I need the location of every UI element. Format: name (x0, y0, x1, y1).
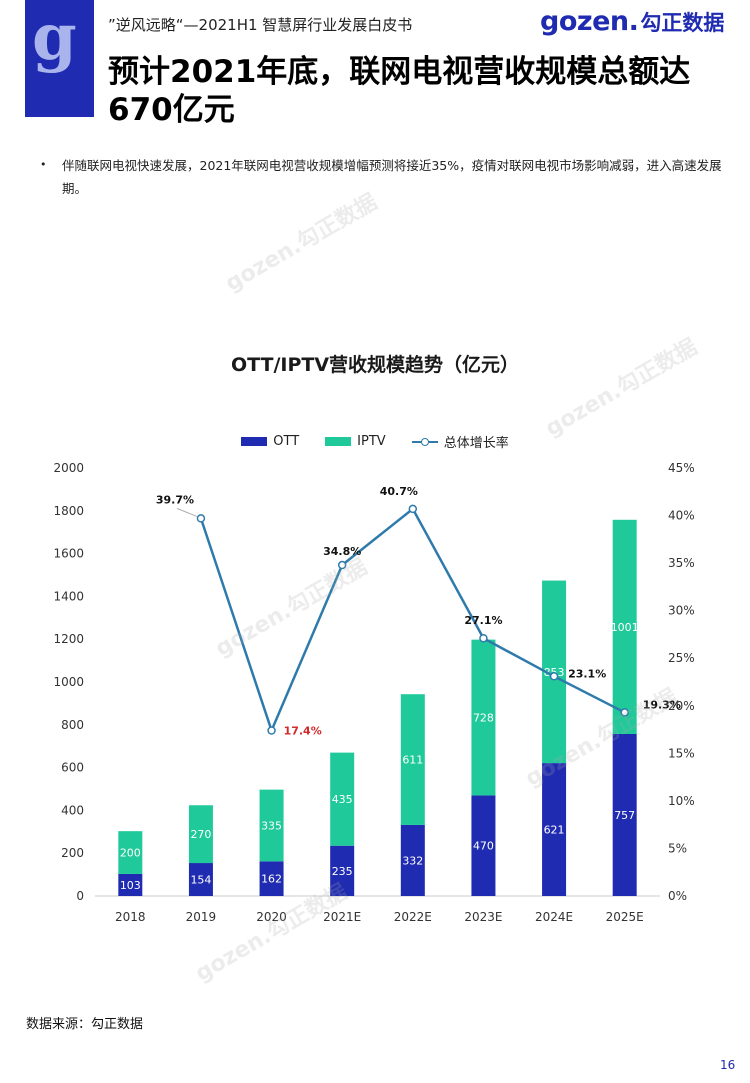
growth-label: 27.1% (464, 614, 502, 627)
bar-iptv (259, 789, 284, 862)
data-source: 数据来源：勾正数据 (26, 1017, 144, 1032)
bar-label-ott: 162 (261, 873, 282, 886)
growth-point (549, 672, 559, 681)
y-tick-label: 2000 (53, 461, 84, 475)
brand-logo-cn: 勾正数据 (640, 11, 725, 35)
y-tick-label: 0 (76, 889, 84, 903)
y-tick-label: 1000 (53, 675, 84, 689)
y2-tick-label: 45% (668, 461, 695, 475)
bar-ott (330, 845, 355, 896)
growth-label: 17.4% (284, 725, 322, 738)
legend-item-iptv: IPTV (325, 432, 386, 451)
bar-ott (542, 763, 567, 896)
bar-ott (188, 863, 213, 896)
brand-letter-icon: g (32, 0, 77, 75)
legend-swatch-iptv (325, 437, 352, 446)
growth-point (337, 560, 347, 570)
x-tick-label: 2022E (394, 910, 432, 924)
growth-point (196, 514, 206, 523)
y2-tick-label: 10% (668, 794, 695, 808)
x-tick-label: 2019 (186, 910, 217, 924)
bar-label-iptv: 1001 (611, 621, 639, 634)
growth-label: 39.7% (156, 493, 194, 506)
bar-label-ott: 103 (120, 879, 141, 892)
bar-ott (612, 734, 637, 896)
x-tick-label: 2023E (464, 910, 502, 924)
bar-label-ott: 621 (544, 824, 565, 837)
growth-label: 19.3% (643, 698, 681, 711)
legend-label-ott: OTT (273, 434, 300, 449)
legend-label-iptv: IPTV (357, 434, 386, 449)
bar-label-ott: 154 (190, 874, 211, 887)
y2-tick-label: 5% (668, 841, 687, 855)
bar-iptv (188, 805, 213, 864)
x-tick-label: 2018 (115, 910, 146, 924)
y-tick-label: 1400 (53, 589, 84, 603)
y2-tick-label: 30% (668, 604, 695, 618)
bar-label-iptv: 728 (473, 712, 494, 725)
x-tick-label: 2020 (256, 910, 287, 924)
bar-label-iptv: 270 (190, 828, 211, 841)
growth-point (408, 504, 418, 514)
y2-tick-label: 0% (668, 889, 687, 903)
report-subtitle: ”逆风远略“—2021H1 智慧屏行业发展白皮书 (108, 16, 413, 34)
bar-iptv (612, 519, 637, 735)
page-title: 预计2021年底，联网电视营收规模总额达670亿元 (108, 54, 691, 128)
x-tick-label: 2021E (323, 910, 361, 924)
growth-label: 40.7% (380, 485, 418, 498)
y2-tick-label: 25% (668, 651, 695, 665)
bar-iptv (330, 752, 355, 846)
y-tick-label: 1600 (53, 547, 84, 561)
bar-label-iptv: 335 (261, 819, 282, 832)
y-tick-label: 600 (61, 761, 84, 775)
growth-point (267, 726, 276, 735)
side-brand-logo: g (25, 0, 94, 117)
legend-swatch-ott (241, 437, 268, 446)
bar-iptv (471, 639, 496, 796)
bar-label-ott: 470 (473, 840, 494, 853)
legend-label-growth: 总体增长率 (443, 436, 509, 451)
y-tick-label: 200 (61, 846, 84, 860)
bar-iptv (400, 694, 425, 825)
bar-ott (471, 795, 496, 896)
y2-tick-label: 35% (668, 556, 695, 570)
growth-label: 23.1% (568, 667, 606, 680)
y2-tick-label: 40% (668, 509, 695, 523)
bar-label-ott: 757 (614, 809, 635, 822)
legend-item-ott: OTT (241, 432, 299, 451)
bar-label-ott: 235 (332, 865, 353, 878)
bar-ott (259, 861, 284, 896)
y-tick-label: 800 (61, 718, 84, 732)
bullet-icon: • (40, 158, 47, 171)
brand-logo: gozen.勾正数据 (540, 6, 724, 37)
bar-label-ott: 332 (402, 854, 423, 867)
bullet-text: 伴随联网电视快速发展，2021年联网电视营收规模增幅预测将接近35%，疫情对联网… (62, 158, 722, 196)
legend-swatch-growth (411, 437, 438, 447)
bar-ott (400, 824, 425, 896)
y-tick-label: 1200 (53, 632, 84, 646)
bar-iptv (118, 831, 143, 874)
brand-logo-en: gozen. (540, 6, 639, 37)
growth-point (479, 633, 488, 643)
page-number: 16 (720, 1058, 736, 1072)
y-tick-label: 400 (61, 803, 84, 817)
bar-label-iptv: 611 (402, 754, 423, 767)
chart-title: OTT/IPTV营收规模趋势（亿元） (230, 354, 520, 376)
legend-item-growth: 总体增长率 (411, 432, 509, 451)
y2-tick-label: 15% (668, 746, 695, 760)
y2-tick-label: 20% (668, 699, 695, 713)
growth-label: 34.8% (323, 545, 361, 558)
growth-point (620, 708, 629, 717)
bar-label-iptv: 435 (332, 793, 353, 806)
label-leader-line (176, 507, 198, 517)
y-tick-label: 1800 (53, 504, 84, 518)
x-tick-label: 2025E (606, 910, 644, 924)
x-tick-label: 2024E (535, 910, 573, 924)
chart-legend: OTT IPTV 总体增长率 (0, 432, 750, 451)
bar-label-iptv: 200 (120, 847, 141, 860)
bar-ott (118, 873, 143, 896)
